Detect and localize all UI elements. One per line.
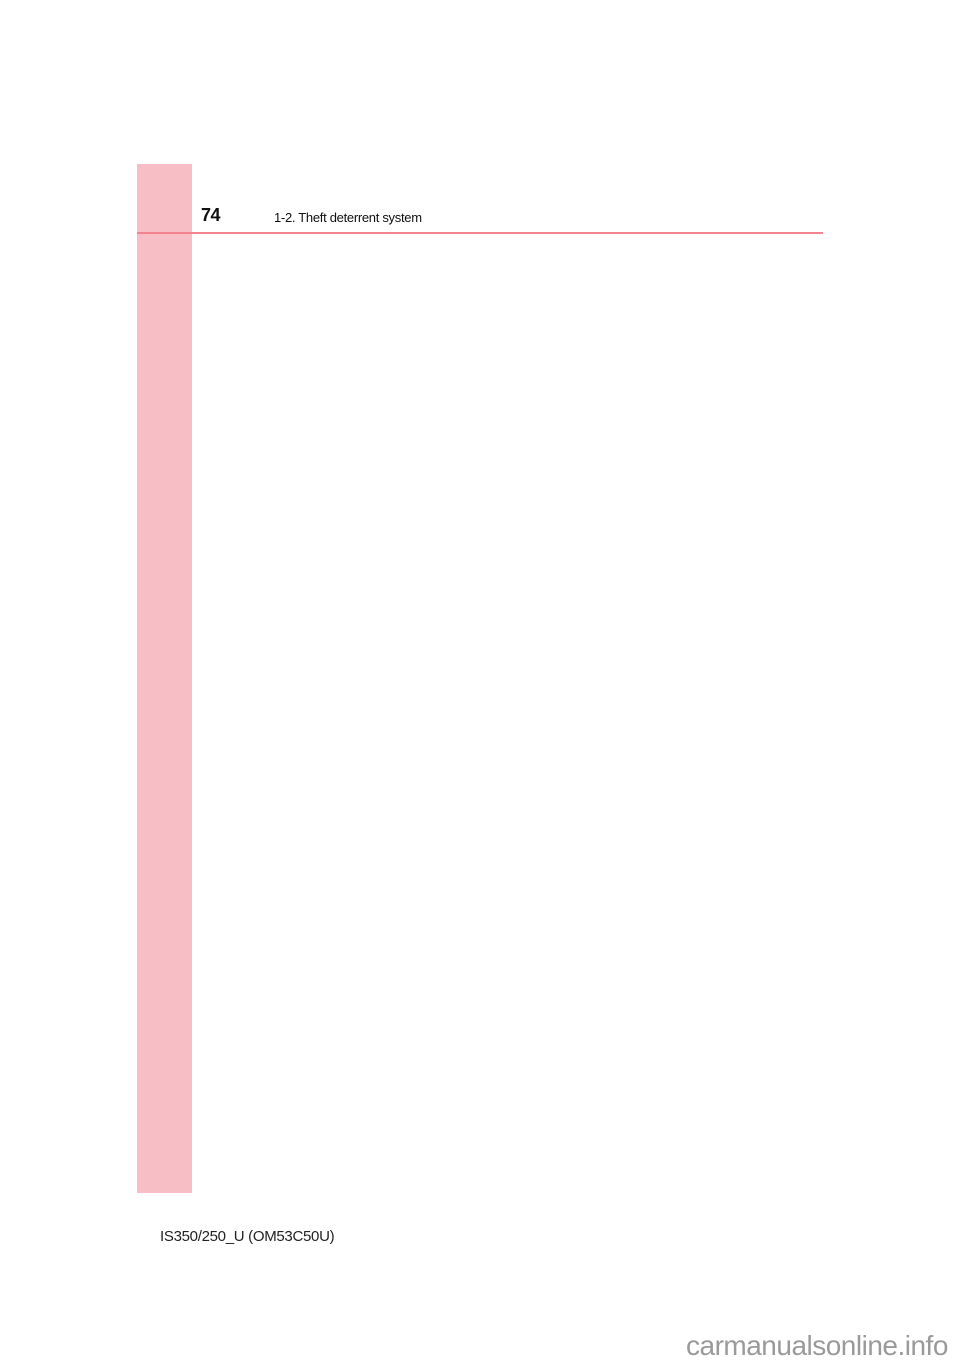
page-number: 74 xyxy=(201,205,221,225)
chapter-side-tab xyxy=(137,164,192,1193)
header-divider xyxy=(137,232,823,234)
section-title: 1-2. Theft deterrent system xyxy=(274,210,422,225)
footer-model-code: IS350/250_U (OM53C50U) xyxy=(160,1228,335,1245)
watermark: carmanualsonline.info xyxy=(686,1330,948,1361)
